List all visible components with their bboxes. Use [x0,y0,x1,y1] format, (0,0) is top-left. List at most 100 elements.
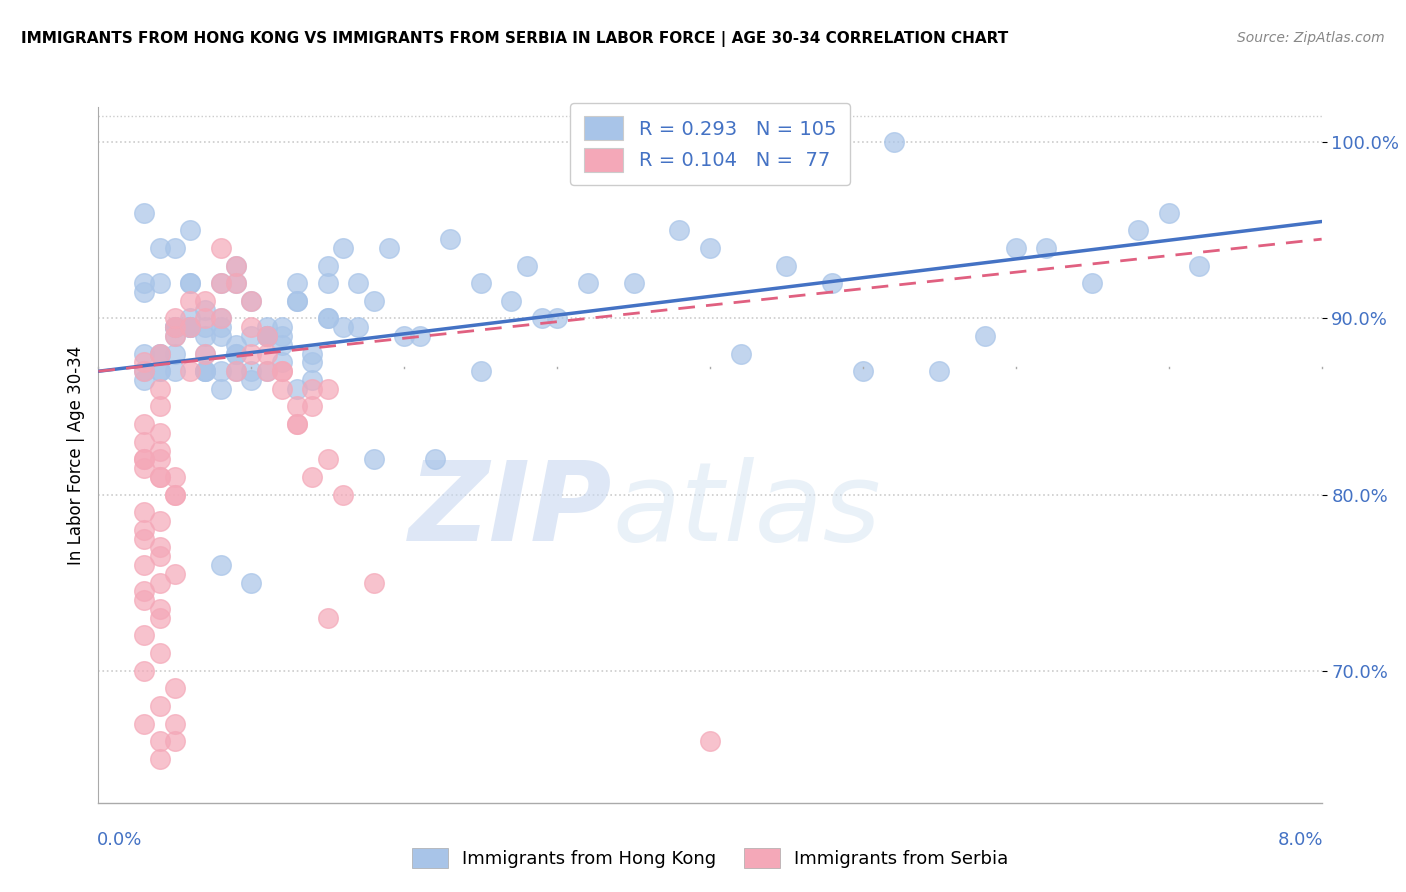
Point [179,320,201,334]
Point [270,329,294,343]
Point [194,320,217,334]
Point [149,602,172,616]
Point [1128,223,1150,237]
Point [163,487,186,501]
Point [149,364,172,378]
Point [423,452,446,467]
Point [225,259,247,273]
Point [134,205,156,219]
Point [163,734,186,748]
Point [316,276,339,290]
Point [439,232,461,246]
Point [225,259,247,273]
Point [240,373,263,387]
Point [285,382,308,396]
Text: 0.0%: 0.0% [97,830,142,848]
Point [225,276,247,290]
Point [194,302,217,317]
Point [1081,276,1104,290]
Point [209,311,232,326]
Point [209,320,232,334]
Point [332,320,354,334]
Point [301,400,323,414]
Point [530,311,553,326]
Point [134,346,156,360]
Point [576,276,599,290]
Point [149,698,172,713]
Point [194,364,217,378]
Point [316,311,339,326]
Point [149,400,172,414]
Point [225,276,247,290]
Point [149,346,172,360]
Point [256,364,278,378]
Point [134,276,156,290]
Text: 8.0%: 8.0% [1278,830,1323,848]
Point [163,320,186,334]
Point [285,293,308,308]
Point [134,558,156,572]
Point [163,364,186,378]
Point [928,364,950,378]
Point [332,241,354,255]
Point [134,355,156,369]
Point [363,293,385,308]
Point [134,716,156,731]
Point [149,452,172,467]
Point [134,505,156,519]
Point [134,584,156,599]
Point [209,241,232,255]
Point [179,276,201,290]
Point [821,276,844,290]
Point [163,470,186,484]
Point [699,734,721,748]
Point [209,276,232,290]
Point [149,611,172,625]
Point [225,346,247,360]
Point [270,338,294,352]
Legend: Immigrants from Hong Kong, Immigrants from Serbia: Immigrants from Hong Kong, Immigrants fr… [402,839,1018,877]
Point [134,593,156,607]
Point [316,259,339,273]
Point [285,417,308,431]
Point [149,549,172,564]
Point [256,329,278,343]
Point [1188,259,1211,273]
Point [270,320,294,334]
Point [179,364,201,378]
Point [270,364,294,378]
Point [883,135,905,149]
Point [179,320,201,334]
Point [149,541,172,555]
Point [149,382,172,396]
Point [149,514,172,528]
Point [163,346,186,360]
Point [194,364,217,378]
Point [209,382,232,396]
Point [546,311,568,326]
Point [134,523,156,537]
Point [301,470,323,484]
Text: Source: ZipAtlas.com: Source: ZipAtlas.com [1237,31,1385,45]
Point [163,329,186,343]
Y-axis label: In Labor Force | Age 30-34: In Labor Force | Age 30-34 [66,345,84,565]
Point [270,382,294,396]
Point [134,417,156,431]
Point [301,346,323,360]
Point [240,329,263,343]
Point [316,382,339,396]
Point [179,311,201,326]
Point [240,293,263,308]
Point [163,320,186,334]
Point [179,223,201,237]
Point [163,566,186,581]
Point [225,364,247,378]
Point [270,355,294,369]
Point [699,241,721,255]
Point [194,364,217,378]
Point [149,241,172,255]
Point [209,558,232,572]
Point [301,373,323,387]
Point [134,285,156,299]
Point [194,293,217,308]
